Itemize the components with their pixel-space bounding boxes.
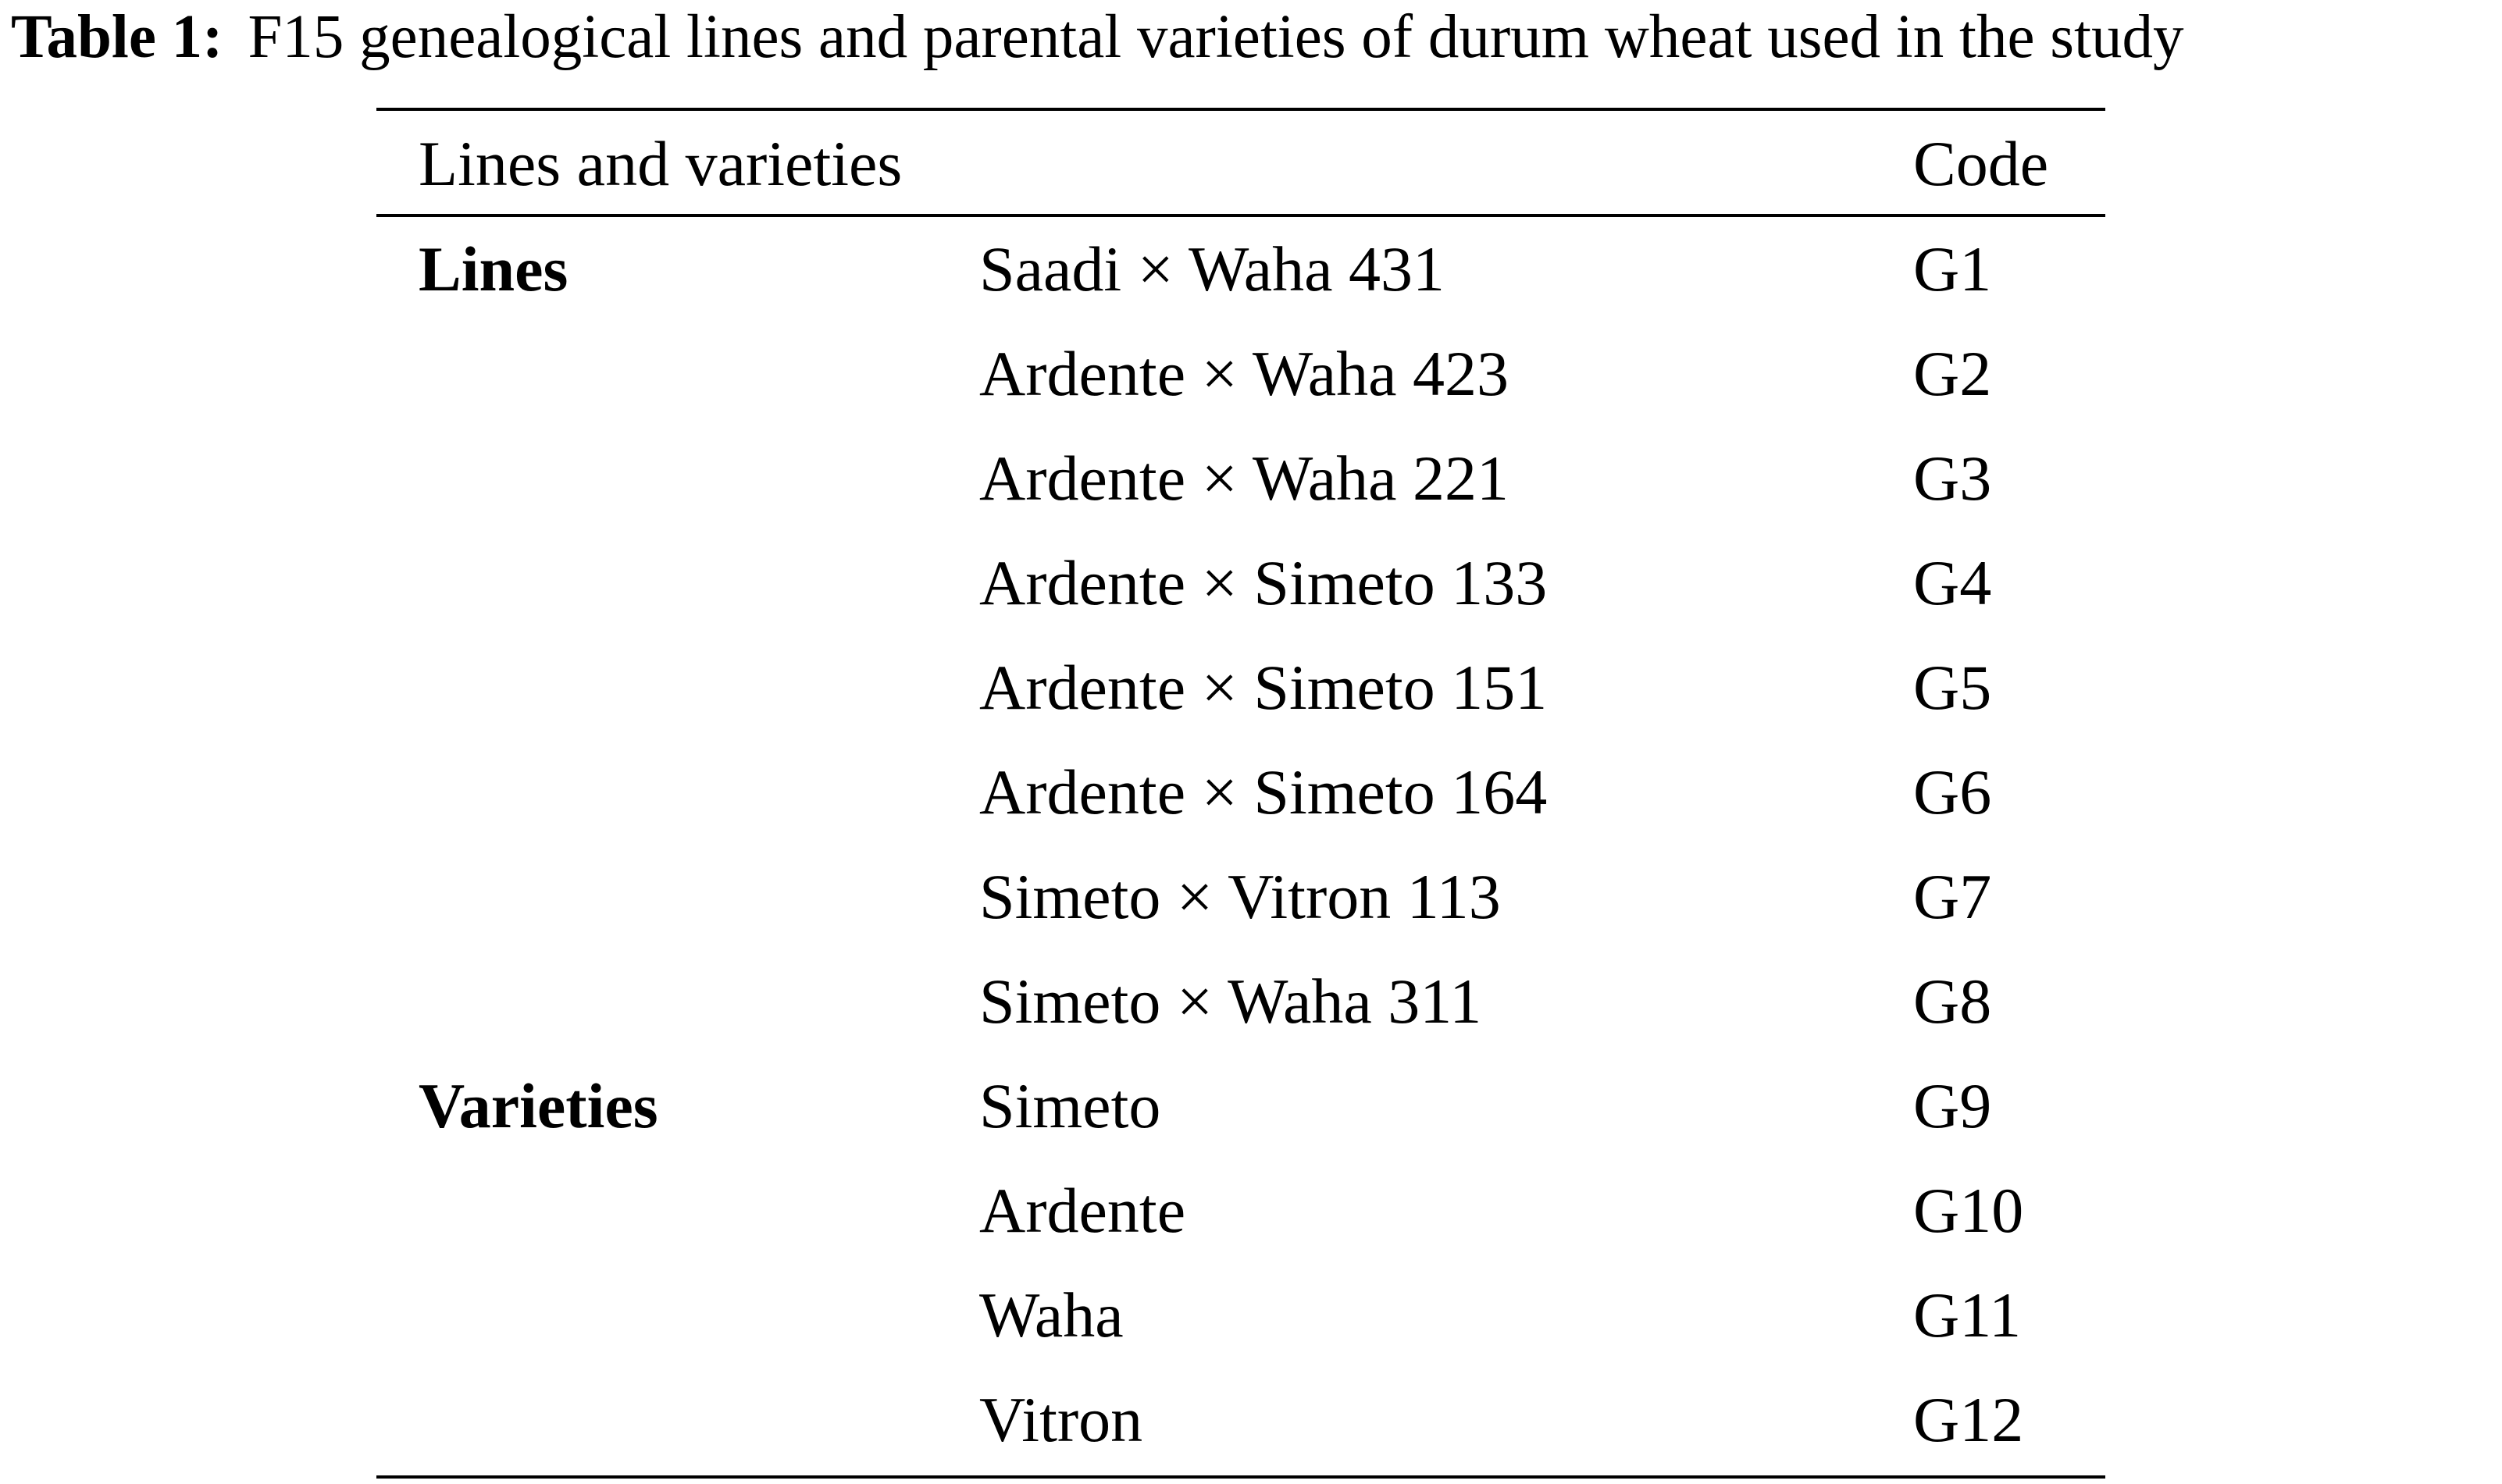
- row-name: Simeto: [979, 1070, 1161, 1141]
- row-name: Simeto × Vitron 113: [979, 861, 1501, 932]
- row-code: G1: [1913, 233, 1992, 304]
- caption-text: F15 genealogical lines and parental vari…: [248, 3, 2184, 71]
- header-lines-and-varieties: Lines and varieties: [419, 128, 903, 199]
- row-name: Ardente × Waha 423: [979, 338, 1509, 409]
- row-name: Simeto × Waha 311: [979, 966, 1482, 1037]
- row-name: Ardente × Simeto 151: [979, 652, 1548, 723]
- table-row: Ardente × Simeto 164 G6: [376, 740, 2105, 845]
- row-code: G5: [1913, 652, 1992, 723]
- row-code: G10: [1913, 1175, 2024, 1246]
- table-bottom-rule: [376, 1475, 2105, 1479]
- table-header-rule: [376, 214, 2105, 217]
- table-row: Ardente × Simeto 151 G5: [376, 635, 2105, 740]
- row-code: G8: [1913, 966, 1992, 1037]
- row-code: G4: [1913, 547, 1992, 618]
- table-row: Ardente × Waha 423 G2: [376, 322, 2105, 426]
- table-row: Ardente G10: [376, 1158, 2105, 1263]
- header-code: Code: [1913, 128, 2049, 199]
- row-name: Ardente × Simeto 164: [979, 756, 1548, 827]
- row-group-label: Lines: [419, 233, 568, 304]
- row-name: Saadi × Waha 431: [979, 233, 1445, 304]
- table-row: Varieties Simeto G9: [376, 1054, 2105, 1158]
- table-caption: Table 1: F15 genealogical lines and paren…: [11, 0, 2183, 75]
- row-name: Ardente × Waha 221: [979, 443, 1509, 514]
- row-code: G7: [1913, 861, 1992, 932]
- row-code: G2: [1913, 338, 1992, 409]
- row-name: Vitron: [979, 1384, 1143, 1455]
- row-code: G12: [1913, 1384, 2024, 1455]
- row-code: G6: [1913, 756, 1992, 827]
- caption-label: Table 1:: [11, 3, 223, 71]
- row-code: G3: [1913, 443, 1992, 514]
- row-code: G11: [1913, 1279, 2022, 1351]
- row-code: G9: [1913, 1070, 1992, 1141]
- row-name: Ardente × Simeto 133: [979, 547, 1548, 618]
- table-header-row: Lines and varieties Code: [376, 114, 2105, 214]
- row-name: Ardente: [979, 1175, 1186, 1246]
- table-top-rule: [376, 108, 2105, 111]
- row-name: Waha: [979, 1279, 1124, 1351]
- table-row: Waha G11: [376, 1263, 2105, 1368]
- row-group-label: Varieties: [419, 1070, 658, 1141]
- table-row: Simeto × Waha 311 G8: [376, 949, 2105, 1054]
- table-row: Simeto × Vitron 113 G7: [376, 845, 2105, 949]
- table-row: Ardente × Simeto 133 G4: [376, 531, 2105, 635]
- table-row: Ardente × Waha 221 G3: [376, 426, 2105, 531]
- table-row: Lines Saadi × Waha 431 G1: [376, 217, 2105, 322]
- table-row: Vitron G12: [376, 1368, 2105, 1472]
